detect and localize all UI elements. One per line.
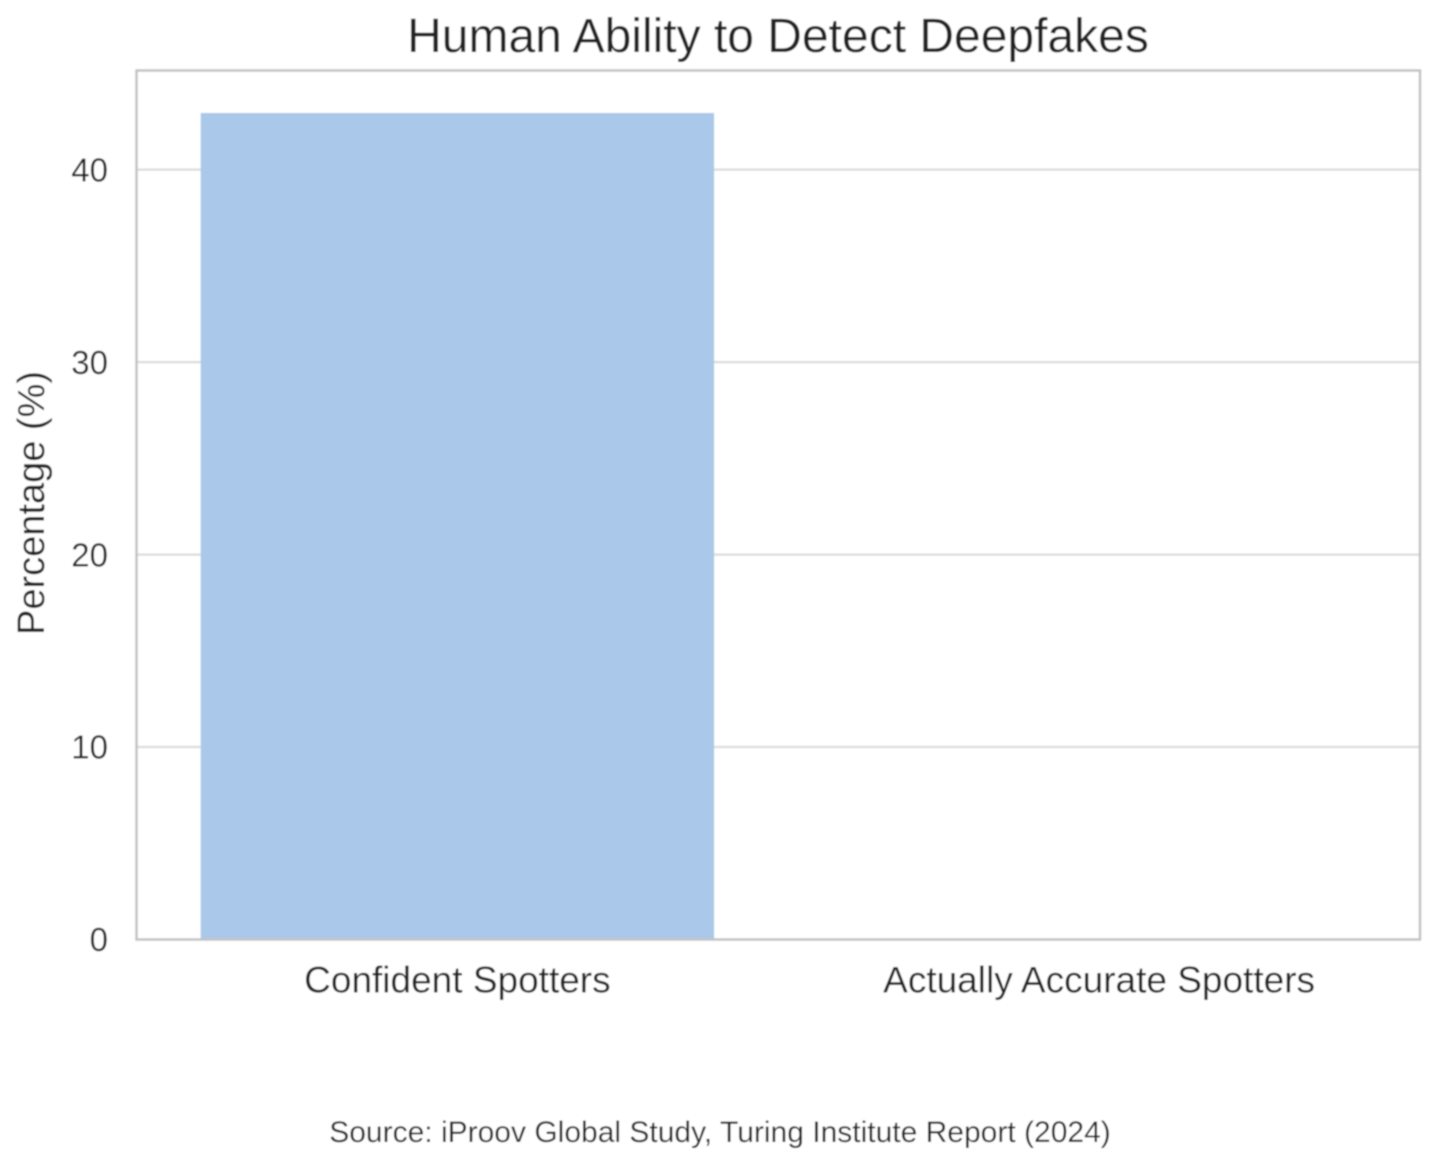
svg-text:40: 40 [71,151,108,188]
svg-text:10: 10 [71,729,108,766]
svg-text:Percentage (%): Percentage (%) [11,371,53,635]
svg-text:Source: iProov Global Study, T: Source: iProov Global Study, Turing Inst… [329,1116,1111,1149]
svg-text:Confident Spotters: Confident Spotters [304,960,610,1001]
svg-text:20: 20 [71,536,108,573]
svg-text:30: 30 [71,344,108,381]
svg-text:Human Ability to Detect Deepfa: Human Ability to Detect Deepfakes [407,10,1149,63]
svg-text:Actually Accurate Spotters: Actually Accurate Spotters [883,960,1315,1001]
svg-text:0: 0 [90,921,108,958]
